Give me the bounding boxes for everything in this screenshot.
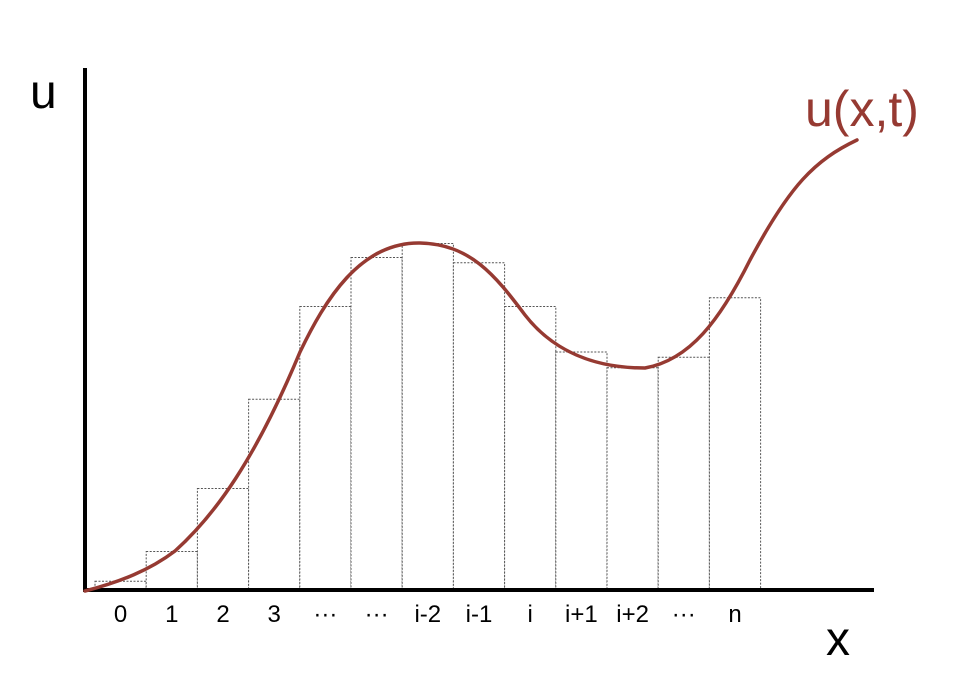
- cell-bar: [248, 398, 301, 591]
- cell-index-label: ···: [672, 601, 696, 628]
- cell-labels: 0 1 2 3 ··· ··· i-2 i-1 i i+1 i+2 ··· n: [114, 601, 742, 628]
- cell-bar: [606, 367, 659, 591]
- cell-index-label: i-2: [414, 601, 441, 628]
- cell-index-label: n: [728, 601, 741, 628]
- cell-bars: [94, 243, 762, 591]
- solution-curve: [83, 138, 859, 593]
- cell-index-label: i-1: [466, 601, 493, 628]
- cell-index-label: i+1: [565, 601, 598, 628]
- cell-bar: [555, 351, 608, 591]
- cell-index-label: i: [528, 601, 533, 628]
- cell-bar: [401, 243, 454, 591]
- cell-bar: [708, 297, 762, 591]
- cell-bar: [299, 306, 352, 591]
- cell-bar: [657, 356, 710, 591]
- cell-index-label: 0: [114, 601, 127, 628]
- cell-bar: [504, 306, 557, 591]
- cell-bar: [350, 257, 403, 591]
- x-axis-label: x: [826, 613, 850, 666]
- cell-bar: [145, 551, 198, 591]
- cell-index-label: 1: [165, 601, 178, 628]
- cell-index-label: ···: [313, 601, 337, 628]
- cell-bar: [196, 488, 250, 591]
- curve-label: u(x,t): [805, 81, 919, 137]
- cell-index-label: ···: [365, 601, 389, 628]
- cell-index-label: 3: [268, 601, 281, 628]
- cell-bar: [452, 262, 506, 591]
- y-axis-label: u: [30, 66, 57, 119]
- cell-index-label: i+2: [616, 601, 649, 628]
- cell-index-label: 2: [216, 601, 229, 628]
